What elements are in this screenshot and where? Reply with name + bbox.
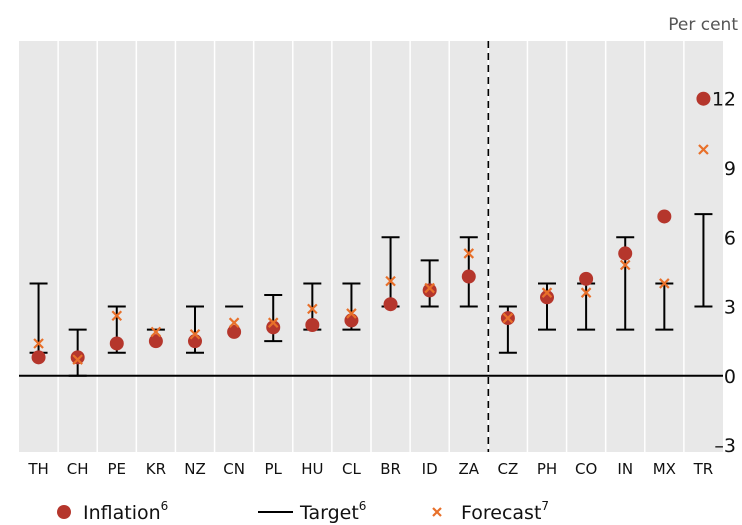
forecast-stroke <box>346 308 357 319</box>
inflation-point <box>70 350 85 365</box>
x-tick-label: PE <box>108 460 127 478</box>
forecast-point <box>111 310 123 322</box>
forecast-stroke <box>228 317 240 328</box>
inflation-point <box>540 290 554 305</box>
forecast-points <box>33 144 709 365</box>
inflation-point <box>266 320 281 335</box>
legend-forecast-label: Forecast7 <box>461 499 549 524</box>
forecast-stroke <box>698 144 709 155</box>
x-tick-label: CZ <box>498 460 519 478</box>
forecast-point <box>541 287 553 298</box>
forecast-stroke <box>33 338 44 349</box>
x-tick-label: CO <box>575 460 597 478</box>
inflation-point <box>618 246 633 261</box>
forecast-point <box>189 328 201 340</box>
forecast-point <box>267 317 279 328</box>
x-tick-label: CN <box>223 460 245 478</box>
inflation-point <box>227 324 242 339</box>
x-tick-label: TR <box>693 460 714 478</box>
y-tick-label: 12 <box>712 89 736 111</box>
x-tick-label: ID <box>422 460 438 478</box>
forecast-point <box>33 338 44 349</box>
forecast-point <box>698 144 709 155</box>
forecast-stroke <box>619 259 631 271</box>
forecast-point <box>228 317 240 328</box>
y-tick-label: 3 <box>724 297 736 319</box>
x-tick-label: KR <box>146 460 166 478</box>
x-tick-label: MX <box>653 460 676 478</box>
legend-inflation-label: Inflation6 <box>83 499 168 524</box>
target-range <box>694 213 713 308</box>
forecast-stroke <box>111 310 123 322</box>
inflation-point <box>422 283 437 298</box>
x-tick-label: CH <box>67 460 89 478</box>
inflation-point <box>461 269 476 284</box>
forecast-point <box>659 278 670 289</box>
forecast-point <box>424 282 435 294</box>
legend-target-label: Target6 <box>299 499 366 524</box>
inflation-point <box>109 336 124 351</box>
forecast-stroke <box>580 287 592 298</box>
inflation-point <box>305 318 320 333</box>
inflation-point <box>696 91 711 106</box>
forecast-stroke <box>72 354 83 365</box>
forecast-point <box>385 275 396 287</box>
forecast-point <box>150 326 162 338</box>
inflation-point <box>188 334 202 349</box>
x-tick-label: TH <box>27 460 48 478</box>
forecast-point <box>307 303 318 315</box>
x-tick-label: PH <box>537 460 557 478</box>
x-tick-label: NZ <box>184 460 206 478</box>
y-axis-ticks: –3 0 3 6 9 12 <box>712 89 736 457</box>
x-tick-label: BR <box>380 460 401 478</box>
forecast-stroke <box>150 326 162 338</box>
y-tick-label: 9 <box>724 158 736 180</box>
forecast-stroke <box>189 328 201 340</box>
forecast-point <box>72 354 83 365</box>
forecast-stroke <box>307 303 318 315</box>
forecast-stroke <box>502 312 514 324</box>
forecast-stroke <box>267 317 279 328</box>
x-tick-label: IN <box>617 460 633 478</box>
forecast-stroke <box>385 275 396 287</box>
grid-lines <box>57 41 685 452</box>
y-tick-label: 0 <box>724 366 736 388</box>
inflation-point <box>657 209 672 224</box>
forecast-point <box>619 259 631 271</box>
unit-label: Per cent <box>668 15 738 35</box>
y-tick-label: 6 <box>724 227 736 249</box>
x-axis-ticks: TH CH PE KR NZ CN PL HU CL BR ID ZA CZ PH CO IN MX TR <box>27 460 713 478</box>
x-tick-label: HU <box>301 460 323 478</box>
forecast-point <box>502 312 514 324</box>
legend-forecast-marker <box>432 507 442 517</box>
inflation-point <box>344 313 359 328</box>
inflation-point <box>31 350 46 365</box>
inflation-point <box>579 271 594 286</box>
inflation-point <box>383 297 398 312</box>
y-tick-label: –3 <box>714 435 736 457</box>
forecast-stroke <box>659 278 670 289</box>
forecast-stroke <box>424 282 435 294</box>
legend-inflation-marker <box>57 505 71 519</box>
inflation-point <box>148 334 163 349</box>
forecast-point <box>580 287 592 298</box>
forecast-stroke <box>541 287 553 298</box>
forecast-stroke <box>463 248 475 259</box>
forecast-point <box>346 308 357 319</box>
legend: Inflation6 Target6 Forecast7 <box>57 499 549 524</box>
x-tick-label: ZA <box>459 460 480 478</box>
forecast-point <box>463 248 475 259</box>
x-tick-label: CL <box>342 460 361 478</box>
x-tick-label: PL <box>265 460 283 478</box>
